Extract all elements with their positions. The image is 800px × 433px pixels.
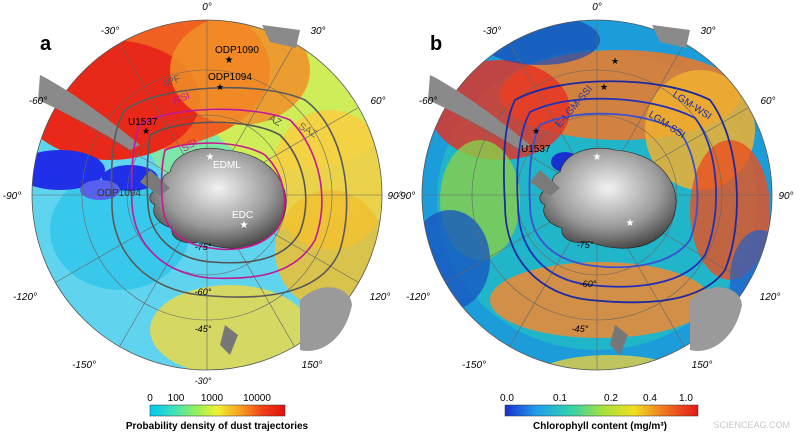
lon-label: 30° [310, 26, 325, 37]
site-label: ODP1094 [208, 72, 252, 83]
longitude-labels: 0° 30° 60° 90° 120° 150° -150° -120° -90… [3, 2, 403, 371]
lon-label: -150° [462, 360, 486, 371]
svg-text:★: ★ [216, 82, 224, 92]
svg-text:★: ★ [611, 56, 619, 66]
site-labels: U1537 [521, 144, 551, 155]
colorbar-tick: 1000 [201, 393, 224, 404]
panel-b: ★ ★ ★ ★ ★ b 0° 30° 60° 90° 120° 150° -15… [397, 2, 794, 432]
lgm-ssi-line [516, 97, 717, 288]
colorbar-tick: 0.0 [500, 393, 514, 404]
lon-label: -30° [483, 26, 501, 37]
lon-label: 0° [592, 2, 602, 13]
lon-label: 90° [387, 191, 402, 202]
fronts [110, 86, 348, 298]
south-america [428, 75, 530, 150]
lon-label: 150° [302, 360, 323, 371]
site-label: U1537 [521, 144, 551, 155]
colorbar-b: 0.0 0.1 0.2 0.4 1.0 Chlorophyll content … [500, 393, 699, 432]
panel-letter: a [40, 33, 52, 55]
lat-label: -45° [195, 324, 212, 334]
colorbar-tick: 100 [168, 393, 185, 404]
longitude-labels: 0° 30° 60° 90° 120° 150° -150° -120° -90… [397, 2, 794, 371]
colorbar-title: Probability density of dust trajectories [126, 421, 309, 432]
colorbar-tick: 0 [147, 393, 153, 404]
lat-label: -45° [572, 324, 589, 334]
fronts [503, 80, 738, 304]
svg-text:★: ★ [142, 126, 150, 136]
svg-text:★: ★ [225, 55, 234, 66]
lon-label: -60° [29, 96, 47, 107]
panel-a: ★ ★ ★ ★ ★ a 0° 30° 60° 90° 120° 150° -15… [3, 2, 403, 432]
lon-label: -90° [3, 191, 21, 202]
site-markers: ★ ★ ★ ★ ★ [532, 56, 635, 229]
svg-text:★: ★ [600, 82, 608, 92]
lat-label: -30° [195, 376, 212, 386]
lon-label: -150° [72, 360, 96, 371]
new-zealand [610, 325, 628, 355]
colorbar-a: 0 100 1000 10000 Probability density of … [126, 393, 309, 432]
site-label: ODP1090 [215, 45, 259, 56]
site-labels: ODP1090 ODP1094 U1537 EDML EDC ODP1094 [97, 45, 259, 221]
lat-label: -75° [577, 240, 594, 250]
land-masses [38, 25, 352, 355]
lon-label: 0° [202, 2, 212, 13]
latitude-labels: -30° -45° -60° -75° [195, 242, 212, 386]
lon-label: 60° [370, 96, 385, 107]
colorbar-ramp [149, 404, 286, 417]
south-america [38, 75, 140, 150]
lat-label: -60° [580, 279, 597, 289]
antarctic-peninsula [530, 170, 560, 196]
lon-label: 150° [692, 360, 713, 371]
lon-label: 60° [760, 96, 775, 107]
az-line [146, 121, 307, 264]
colorbar-tick: 0.2 [604, 393, 618, 404]
colorbar-tick: 0.4 [643, 393, 657, 404]
svg-text:★: ★ [593, 152, 602, 163]
lat-label: -75° [195, 242, 212, 252]
antarctica [539, 147, 677, 249]
site-label: ODP1094 [97, 188, 141, 199]
latitude-labels: -45° -60° -75° [572, 240, 597, 334]
land-masses [428, 25, 742, 355]
colorbar-tick: 1.0 [679, 393, 693, 404]
lon-label: 120° [760, 292, 781, 303]
site-markers: ★ ★ ★ ★ ★ [142, 55, 249, 231]
site-label: U1537 [128, 117, 158, 128]
panel-letter: b [430, 33, 442, 55]
lon-label: -120° [13, 292, 37, 303]
site-label: EDML [213, 160, 241, 171]
lon-label: -60° [419, 96, 437, 107]
apf-line [110, 86, 348, 298]
svg-text:★: ★ [532, 126, 540, 136]
colorbar-ramp [504, 404, 699, 417]
antarctica [149, 147, 287, 249]
australia [690, 287, 742, 351]
svg-text:★: ★ [626, 218, 635, 229]
colorbar-title: Chlorophyll content (mg/m³) [533, 421, 667, 432]
lon-label: -120° [406, 292, 430, 303]
svg-text:★: ★ [206, 152, 215, 163]
new-zealand [220, 325, 238, 355]
wsi-line [130, 108, 323, 280]
lon-label: 90° [778, 191, 793, 202]
ssi-line [160, 142, 286, 251]
lon-label: -90° [397, 191, 415, 202]
watermark: SCIENCEAG.COM [713, 420, 790, 430]
colorbar-tick: 10000 [243, 393, 271, 404]
site-label: EDC [232, 210, 253, 221]
svg-text:★: ★ [240, 220, 249, 231]
lon-label: 30° [700, 26, 715, 37]
lon-label: 120° [370, 292, 391, 303]
africa-tip [262, 25, 300, 48]
lon-label: -30° [101, 26, 119, 37]
e-lgm-ssi-line [528, 112, 699, 269]
lgm-wsi-line [503, 80, 738, 304]
colorbar-tick: 0.1 [553, 393, 567, 404]
africa-tip [652, 25, 690, 48]
lat-label: -60° [195, 287, 212, 297]
australia [300, 287, 352, 351]
